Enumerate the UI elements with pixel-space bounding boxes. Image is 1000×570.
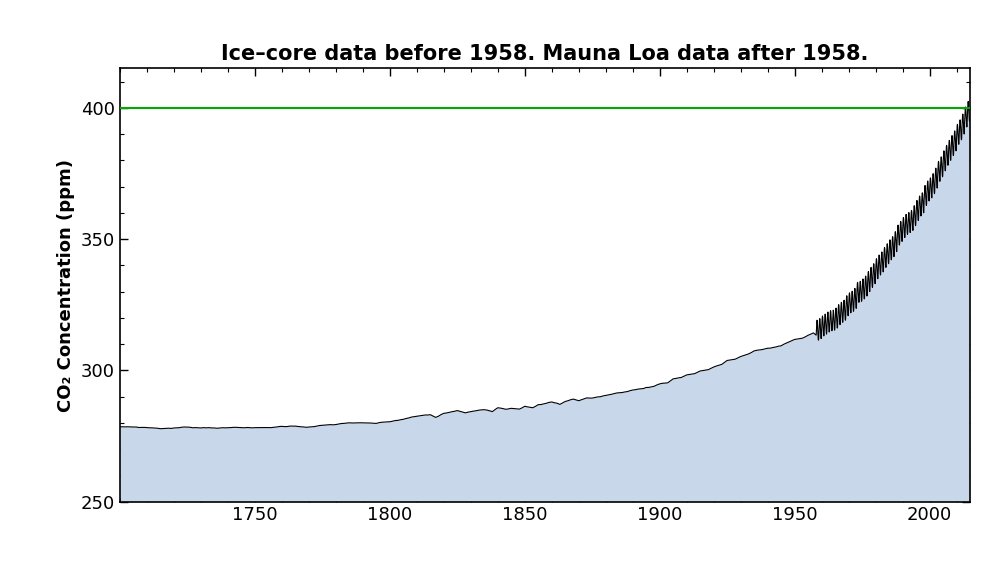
Y-axis label: CO₂ Concentration (ppm): CO₂ Concentration (ppm): [57, 158, 75, 412]
Title: Ice–core data before 1958. Mauna Loa data after 1958.: Ice–core data before 1958. Mauna Loa dat…: [221, 44, 869, 64]
